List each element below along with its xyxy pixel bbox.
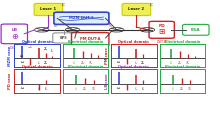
Text: $f_s$: $f_s$ xyxy=(37,85,41,93)
Text: S: S xyxy=(109,24,111,28)
Text: $\omega_c$: $\omega_c$ xyxy=(116,85,122,92)
FancyBboxPatch shape xyxy=(1,24,28,44)
Text: DUT-B: DUT-B xyxy=(157,40,167,44)
Text: PD: PD xyxy=(158,24,165,28)
Title: Electrical domain: Electrical domain xyxy=(165,40,200,44)
Title: Optical domain: Optical domain xyxy=(22,40,52,44)
Text: $2f_s$: $2f_s$ xyxy=(140,60,146,67)
Text: $f_s$: $f_s$ xyxy=(37,40,41,48)
Text: $f_s$: $f_s$ xyxy=(134,85,138,93)
Text: $3f_s$: $3f_s$ xyxy=(88,60,94,67)
FancyBboxPatch shape xyxy=(72,33,109,46)
Text: $f_s$: $f_s$ xyxy=(134,60,138,67)
Y-axis label: MZM case: MZM case xyxy=(8,45,12,66)
Text: $2f_s$: $2f_s$ xyxy=(177,60,183,67)
Text: Laser 1: Laser 1 xyxy=(40,7,57,11)
Text: $f_s$: $f_s$ xyxy=(72,60,76,67)
Y-axis label: LB case: LB case xyxy=(105,73,109,89)
FancyBboxPatch shape xyxy=(122,3,151,16)
Y-axis label: PD case: PD case xyxy=(8,73,12,89)
Text: $2f_s$: $2f_s$ xyxy=(82,85,88,93)
Text: $f_s$: $f_s$ xyxy=(74,85,78,93)
Text: $f_s$: $f_s$ xyxy=(169,60,173,67)
Text: $f_c$: $f_c$ xyxy=(44,85,48,93)
Text: LB: LB xyxy=(11,28,17,33)
Text: $-f_s$: $-f_s$ xyxy=(27,43,34,51)
Text: $f_s$: $f_s$ xyxy=(37,60,41,67)
Text: C: C xyxy=(61,3,64,7)
Text: Laser 2: Laser 2 xyxy=(128,7,145,11)
Text: MZM DUT-2: MZM DUT-2 xyxy=(69,16,94,20)
Text: C: C xyxy=(149,3,152,7)
Title: Electrical domain: Electrical domain xyxy=(165,65,200,69)
FancyBboxPatch shape xyxy=(54,12,109,24)
Text: $f_c$: $f_c$ xyxy=(141,85,145,93)
Title: Electrical domain: Electrical domain xyxy=(68,40,103,44)
Text: $2f_s$: $2f_s$ xyxy=(80,60,86,67)
Y-axis label: PM case: PM case xyxy=(105,47,109,64)
Title: Optical domain: Optical domain xyxy=(119,40,149,44)
Text: PM DUT-A: PM DUT-A xyxy=(80,37,100,41)
Text: $2f_s$: $2f_s$ xyxy=(179,85,185,93)
Text: $2f_s$: $2f_s$ xyxy=(43,45,49,53)
Text: $3f_s$: $3f_s$ xyxy=(185,60,191,67)
Text: BPS: BPS xyxy=(60,36,68,40)
Title: Optical domain: Optical domain xyxy=(119,65,149,69)
Text: $f_c$: $f_c$ xyxy=(50,48,54,55)
Text: $\omega_c$: $\omega_c$ xyxy=(19,53,26,60)
FancyBboxPatch shape xyxy=(149,21,174,38)
Text: $\omega_c$: $\omega_c$ xyxy=(20,85,25,92)
Title: Electrical domain: Electrical domain xyxy=(68,65,103,69)
FancyBboxPatch shape xyxy=(53,33,75,43)
Text: $\omega_c$: $\omega_c$ xyxy=(20,60,25,66)
Text: $3f_s$: $3f_s$ xyxy=(91,85,97,93)
Text: $2f_s$: $2f_s$ xyxy=(43,60,49,67)
Text: δ: δ xyxy=(54,24,56,28)
Text: $3f_s$: $3f_s$ xyxy=(187,85,193,93)
Text: $f_s$: $f_s$ xyxy=(171,85,175,93)
Text: DUT-A: DUT-A xyxy=(9,46,19,50)
Text: ⊕: ⊕ xyxy=(11,32,18,41)
Title: Optical domain: Optical domain xyxy=(22,65,52,69)
Text: ESA: ESA xyxy=(191,28,201,32)
Text: ⊞: ⊞ xyxy=(159,27,165,36)
FancyBboxPatch shape xyxy=(183,24,209,35)
FancyBboxPatch shape xyxy=(34,3,63,16)
Text: $\omega_c$: $\omega_c$ xyxy=(116,60,122,66)
